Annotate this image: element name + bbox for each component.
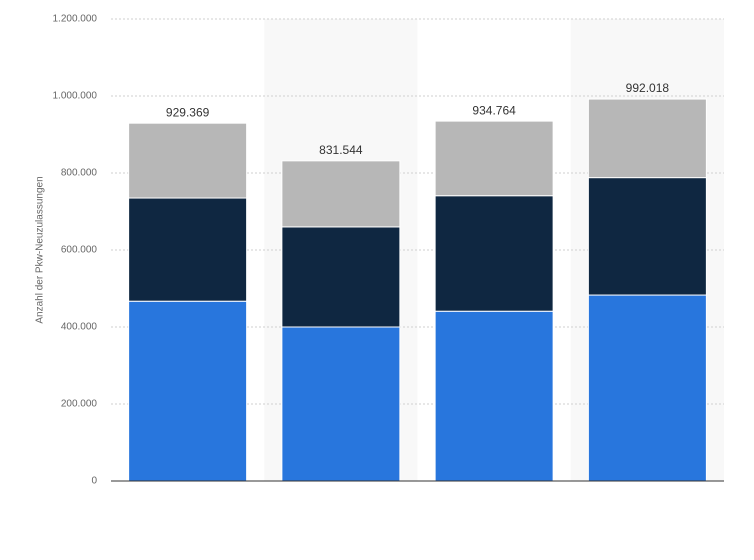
total-label: 992.018 — [626, 81, 670, 95]
total-label: 934.764 — [472, 103, 516, 117]
y-tick-label: 1.200.000 — [53, 14, 98, 25]
y-tick-label: 800.000 — [61, 168, 98, 179]
bar-segment — [281, 226, 401, 328]
bar-segment — [434, 310, 554, 482]
y-tick-label: 400.000 — [61, 322, 98, 333]
bar-segment — [128, 197, 248, 302]
bar-segment — [434, 195, 554, 312]
bar-segment — [128, 300, 248, 482]
bar-segment — [587, 98, 707, 179]
total-label: 831.544 — [319, 143, 363, 157]
bar-segment — [587, 294, 707, 482]
total-label: 929.369 — [166, 105, 210, 119]
y-tick-label: 0 — [91, 476, 97, 487]
bar-segment — [587, 177, 707, 296]
y-axis-label: Anzahl der Pkw-Neuzulassungen — [35, 176, 46, 323]
y-tick-label: 1.000.000 — [53, 91, 98, 102]
bar-segment — [128, 122, 248, 199]
bar-segment — [434, 120, 554, 197]
y-tick-label: 600.000 — [61, 245, 98, 256]
bar-segment — [281, 326, 401, 482]
bar-segment — [281, 160, 401, 228]
y-tick-label: 200.000 — [61, 399, 98, 410]
